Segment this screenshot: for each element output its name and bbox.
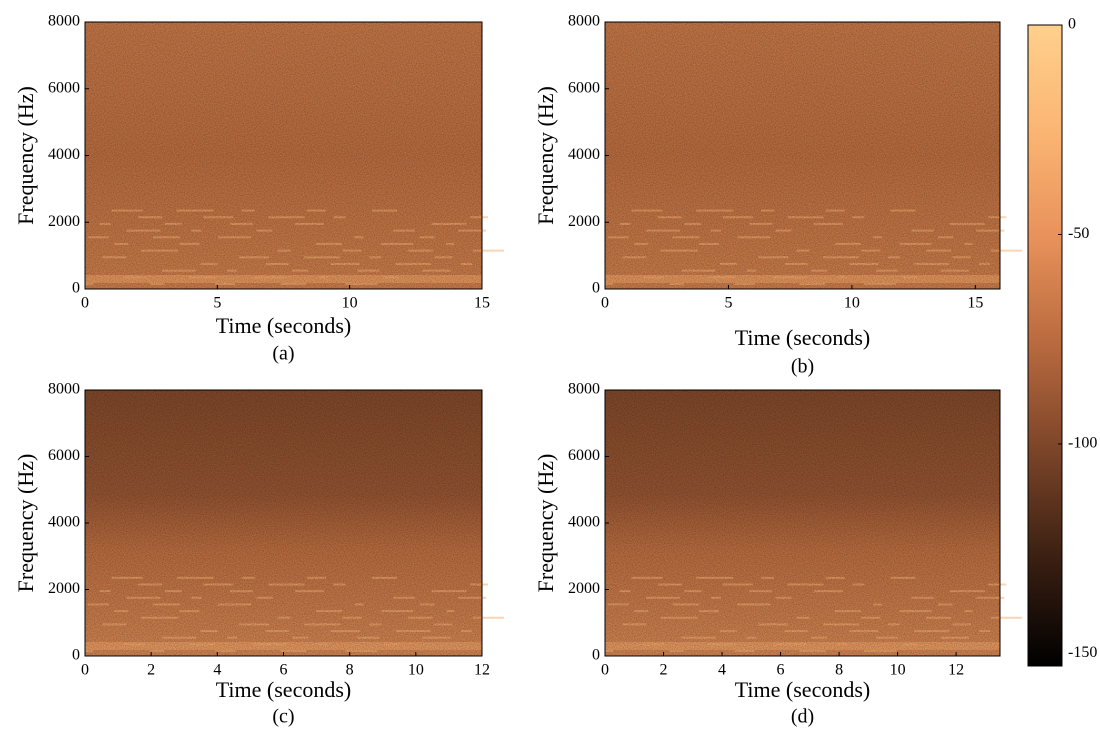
- x-axis-label: Time (seconds): [216, 313, 351, 338]
- x-tick-label: 6: [280, 662, 288, 679]
- y-tick-label: 6000: [48, 447, 80, 464]
- x-tick-label: 0: [81, 295, 89, 312]
- harmonic-streak: [990, 616, 1022, 619]
- x-axis-label: Time (seconds): [216, 677, 351, 702]
- colorbar: [1027, 24, 1063, 667]
- y-tick-label: 0: [72, 647, 80, 664]
- x-tick-label: 6: [777, 662, 785, 679]
- colorbar-tick-label: -50: [1068, 225, 1089, 242]
- harmonic-streak: [472, 249, 504, 252]
- x-tick-label: 0: [601, 295, 609, 312]
- panel-label: (c): [272, 706, 294, 728]
- x-tick-label: 4: [718, 662, 726, 679]
- panel-label: (b): [791, 356, 814, 378]
- x-tick-label: 15: [967, 295, 983, 312]
- x-tick-label: 8: [346, 662, 354, 679]
- x-tick-label: 0: [601, 662, 609, 679]
- x-tick-label: 5: [724, 295, 732, 312]
- harmonic-streak: [472, 616, 504, 619]
- y-tick-label: 6000: [568, 447, 600, 464]
- x-tick-label: 2: [147, 662, 155, 679]
- y-tick-label: 2000: [568, 580, 600, 597]
- x-axis-label: Time (seconds): [735, 325, 870, 350]
- noise-texture: [85, 390, 482, 656]
- noise-texture: [605, 22, 1000, 289]
- y-tick-label: 6000: [568, 79, 600, 96]
- y-axis-label: Frequency (Hz): [533, 454, 558, 593]
- y-tick-label: 0: [592, 647, 600, 664]
- x-tick-label: 10: [890, 662, 906, 679]
- noise-texture: [85, 22, 482, 289]
- x-tick-label: 4: [213, 662, 221, 679]
- y-axis-label: Frequency (Hz): [13, 454, 38, 593]
- x-tick-label: 10: [408, 662, 424, 679]
- y-tick-label: 8000: [48, 13, 80, 30]
- x-tick-label: 12: [948, 662, 964, 679]
- y-tick-label: 4000: [48, 514, 80, 531]
- x-tick-label: 5: [213, 295, 221, 312]
- panel-label: (a): [272, 343, 294, 365]
- y-tick-label: 8000: [568, 13, 600, 30]
- y-tick-label: 2000: [48, 213, 80, 230]
- y-tick-label: 6000: [48, 79, 80, 96]
- y-tick-label: 0: [72, 280, 80, 297]
- y-tick-label: 0: [592, 280, 600, 297]
- y-tick-label: 2000: [48, 580, 80, 597]
- x-tick-label: 8: [835, 662, 843, 679]
- panel-label: (d): [791, 706, 814, 728]
- colorbar-tick-label: -150: [1068, 644, 1097, 661]
- y-tick-label: 2000: [568, 213, 600, 230]
- colorbar-tick-label: -100: [1068, 435, 1097, 452]
- colorbar-tick-label: 0: [1068, 16, 1076, 33]
- y-tick-label: 4000: [568, 146, 600, 163]
- harmonic-streak: [990, 249, 1022, 252]
- y-axis-label: Frequency (Hz): [533, 86, 558, 225]
- x-tick-label: 10: [844, 295, 860, 312]
- noise-texture: [605, 390, 1000, 656]
- x-tick-label: 12: [474, 662, 490, 679]
- y-tick-label: 8000: [568, 381, 600, 398]
- x-tick-label: 0: [81, 662, 89, 679]
- x-tick-label: 15: [474, 295, 490, 312]
- y-axis-label: Frequency (Hz): [13, 86, 38, 225]
- y-tick-label: 4000: [568, 514, 600, 531]
- x-tick-label: 10: [342, 295, 358, 312]
- y-tick-label: 8000: [48, 381, 80, 398]
- y-tick-label: 4000: [48, 146, 80, 163]
- x-tick-label: 2: [660, 662, 668, 679]
- x-axis-label: Time (seconds): [735, 677, 870, 702]
